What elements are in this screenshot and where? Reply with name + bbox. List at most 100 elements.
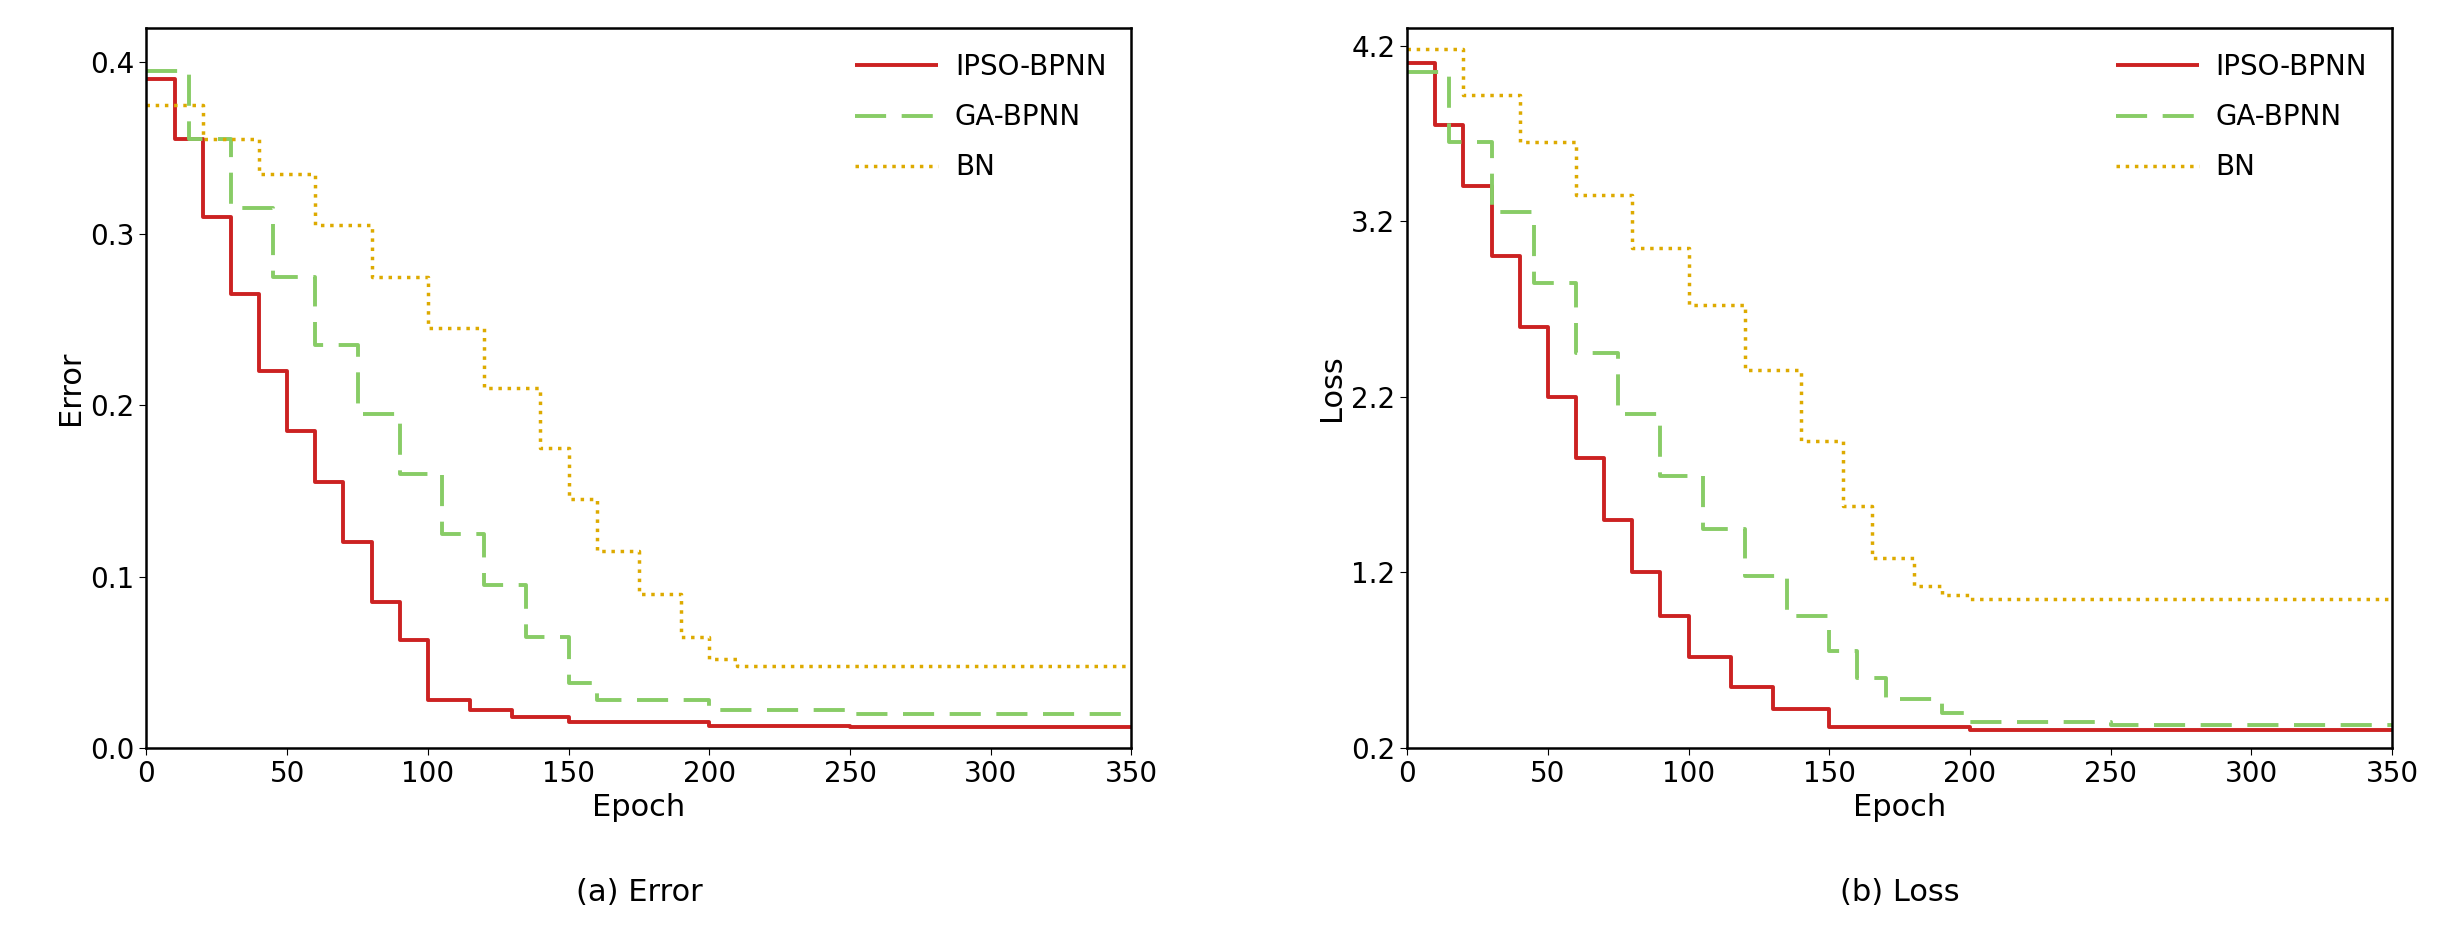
IPSO-BPNN (273, 425, 303, 437)
BN (2378, 593, 2407, 604)
BN (1506, 89, 1535, 100)
IPSO-BPNN (217, 211, 247, 223)
Line: GA-BPNN: GA-BPNN (146, 71, 1133, 713)
IPSO-BPNN (1118, 722, 1147, 733)
IPSO-BPNN (498, 712, 527, 723)
IPSO-BPNN (456, 705, 486, 716)
GA-BPNN (513, 631, 542, 642)
BN (1618, 189, 1648, 200)
BN (188, 134, 217, 145)
GA-BPNN (1435, 66, 1465, 78)
GA-BPNN (1562, 277, 1592, 288)
BN (625, 588, 654, 599)
X-axis label: Epoch: Epoch (593, 794, 686, 823)
BN (1899, 553, 1928, 564)
IPSO-BPNN (1421, 119, 1450, 130)
IPSO-BPNN (2378, 725, 2407, 736)
IPSO-BPNN (1645, 567, 1675, 578)
IPSO-BPNN (1955, 721, 1985, 732)
GA-BPNN (386, 468, 415, 480)
BN (976, 660, 1006, 671)
BN (666, 631, 696, 642)
IPSO-BPNN (2097, 725, 2126, 736)
IPSO-BPNN (188, 211, 217, 223)
GA-BPNN (835, 705, 864, 716)
IPSO-BPNN (1391, 58, 1421, 69)
BN (1562, 189, 1592, 200)
GA-BPNN (2097, 720, 2126, 731)
GA-BPNN (1604, 347, 1633, 358)
BN (300, 168, 330, 180)
BN (835, 660, 864, 671)
IPSO-BPNN (330, 477, 359, 488)
BN (1787, 435, 1816, 446)
GA-BPNN (1843, 672, 1872, 683)
GA-BPNN (173, 134, 203, 145)
IPSO-BPNN (2378, 725, 2407, 736)
GA-BPNN (342, 409, 371, 420)
BN (2378, 593, 2407, 604)
GA-BPNN (835, 708, 864, 719)
Line: BN: BN (146, 105, 1133, 666)
IPSO-BPNN (1589, 514, 1618, 525)
GA-BPNN (1477, 137, 1506, 148)
BN (525, 382, 554, 394)
IPSO-BPNN (976, 722, 1006, 733)
IPSO-BPNN (300, 425, 330, 437)
X-axis label: Epoch: Epoch (1853, 794, 1945, 823)
BN (413, 271, 442, 282)
IPSO-BPNN (1675, 611, 1704, 622)
GA-BPNN (976, 708, 1006, 719)
IPSO-BPNN (1814, 721, 1843, 732)
BN (1858, 553, 1887, 564)
IPSO-BPNN (1533, 391, 1562, 402)
IPSO-BPNN (244, 366, 273, 377)
GA-BPNN (1435, 137, 1465, 148)
IPSO-BPNN (1814, 704, 1843, 715)
BN (1828, 500, 1858, 511)
IPSO-BPNN (386, 635, 415, 646)
IPSO-BPNN (498, 705, 527, 716)
IPSO-BPNN (1675, 651, 1704, 662)
IPSO-BPNN (1955, 725, 1985, 736)
BN (1506, 137, 1535, 148)
IPSO-BPNN (696, 720, 725, 731)
GA-BPNN (300, 339, 330, 351)
IPSO-BPNN (1450, 180, 1479, 192)
BN (244, 168, 273, 180)
IPSO-BPNN (217, 288, 247, 299)
GA-BPNN (513, 580, 542, 591)
GA-BPNN (1955, 707, 1985, 718)
BN (625, 545, 654, 556)
IPSO-BPNN (1618, 514, 1648, 525)
Text: (b) Loss: (b) Loss (1841, 878, 1960, 907)
BN (1928, 581, 1958, 592)
GA-BPNN (1928, 693, 1958, 704)
GA-BPNN (1118, 708, 1147, 719)
GA-BPNN (554, 631, 583, 642)
IPSO-BPNN (1533, 321, 1562, 332)
IPSO-BPNN (1477, 180, 1506, 192)
GA-BPNN (2378, 720, 2407, 731)
Line: GA-BPNN: GA-BPNN (1406, 72, 2392, 726)
GA-BPNN (469, 580, 498, 591)
Line: BN: BN (1406, 50, 2392, 598)
IPSO-BPNN (188, 134, 217, 145)
IPSO-BPNN (2236, 725, 2265, 736)
BN (1828, 435, 1858, 446)
BN (696, 631, 725, 642)
IPSO-BPNN (835, 722, 864, 733)
IPSO-BPNN (413, 635, 442, 646)
GA-BPNN (1843, 646, 1872, 657)
Line: IPSO-BPNN: IPSO-BPNN (1406, 64, 2392, 730)
GA-BPNN (1518, 277, 1548, 288)
BN (1955, 590, 1985, 601)
BN (1675, 300, 1704, 311)
IPSO-BPNN (273, 366, 303, 377)
IPSO-BPNN (976, 722, 1006, 733)
BN (356, 271, 386, 282)
BN (1731, 365, 1760, 376)
BN (2236, 593, 2265, 604)
IPSO-BPNN (2097, 725, 2126, 736)
IPSO-BPNN (1645, 611, 1675, 622)
